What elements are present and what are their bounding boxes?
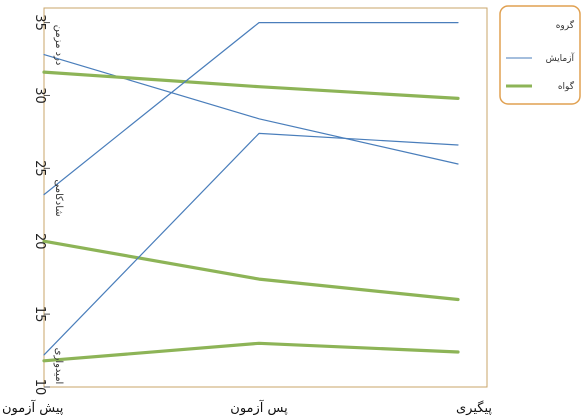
series-line-2: [42, 70, 460, 101]
series-line-5: [43, 132, 459, 356]
series-line-3: [43, 22, 459, 196]
y-tick-label-20: 20: [32, 233, 47, 250]
series-line-6: [42, 341, 460, 363]
series-name-label-2: شادکامی: [53, 179, 64, 216]
series-line-4: [42, 239, 460, 302]
legend-title: گروه: [556, 19, 575, 31]
legend-label-1: آزمایش: [546, 52, 575, 64]
x-category-label-2: پس آزمون: [230, 399, 288, 416]
series-name-label-3: امیدواری: [53, 348, 64, 385]
legend: گروه آزمایش گواه: [499, 5, 581, 105]
plot-area: [42, 7, 488, 388]
legend-label-2: گواه: [558, 80, 575, 92]
y-tick-label-15: 15: [32, 306, 47, 323]
legend-box: [499, 5, 581, 105]
x-category-label-3: پیگیری: [456, 400, 492, 416]
y-tick-label-10: 10: [32, 379, 47, 396]
y-tick-label-25: 25: [32, 160, 47, 177]
plot-frame: [43, 7, 488, 388]
series-name-label-1: درد مزمن: [53, 25, 64, 66]
label-layer: 10 15 20 25 30 35 پیش آزمون پس آزمون پیگیری درد م…: [2, 14, 492, 416]
y-tick-label-35: 35: [32, 14, 47, 31]
y-tick-label-30: 30: [32, 87, 47, 104]
x-category-label-1: پیش آزمون: [2, 399, 64, 416]
